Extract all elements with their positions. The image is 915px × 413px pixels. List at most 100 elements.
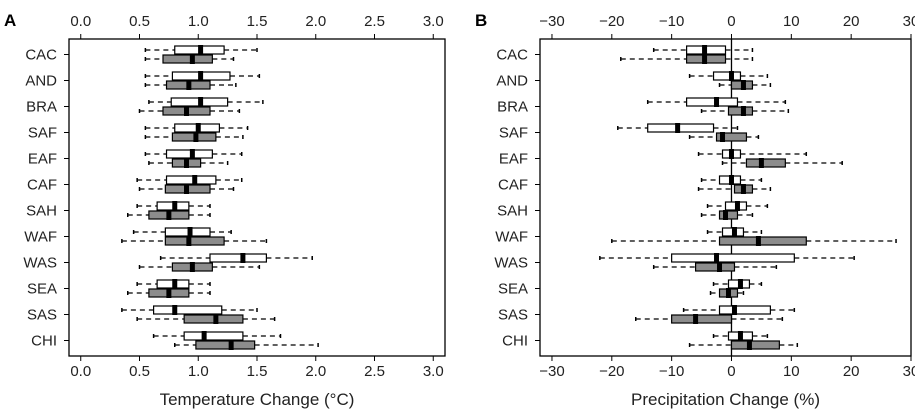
median-marker — [240, 253, 246, 263]
box-WAF-series-1 — [706, 227, 763, 237]
category-label: EAF — [499, 151, 528, 168]
median-marker — [746, 340, 752, 350]
box-iqr — [686, 97, 739, 107]
box-CAC-series-2 — [620, 54, 754, 64]
box-SAH-series-2 — [700, 210, 754, 220]
category-label: SAF — [28, 125, 57, 142]
x-tick-label-top: 1.5 — [247, 13, 268, 30]
median-marker — [758, 158, 764, 168]
x-tick-label-bottom: −30 — [539, 363, 564, 380]
median-marker — [186, 236, 192, 246]
x-tick-label-top: 1.0 — [188, 13, 209, 30]
box-iqr — [745, 158, 786, 168]
median-marker — [172, 305, 178, 315]
box-WAS-series-1 — [599, 253, 855, 263]
x-tick-label-bottom: −20 — [599, 363, 624, 380]
median-marker — [702, 54, 708, 64]
box-BRA-series-2 — [138, 106, 241, 116]
category-label: SAH — [26, 203, 57, 220]
median-marker — [737, 279, 743, 289]
median-marker — [731, 305, 737, 315]
box-iqr — [694, 262, 736, 272]
x-tick-label-bottom: 3.0 — [423, 363, 444, 380]
box-CAC-series-2 — [144, 54, 235, 64]
box-EAF-series-1 — [144, 149, 243, 159]
category-label: BRA — [26, 99, 57, 116]
median-marker — [228, 340, 234, 350]
category-label: SEA — [27, 281, 57, 298]
box-iqr — [209, 253, 268, 263]
median-marker — [192, 175, 198, 185]
x-tick-label-bottom: 10 — [783, 363, 800, 380]
median-marker — [725, 288, 731, 298]
category-label: SAH — [497, 203, 528, 220]
box-iqr — [718, 305, 771, 315]
median-marker — [172, 279, 178, 289]
box-EAF-series-2 — [721, 158, 843, 168]
box-CAF-series-2 — [697, 184, 772, 194]
box-SEA-series-2 — [709, 288, 745, 298]
box-iqr — [165, 149, 213, 159]
box-iqr — [671, 253, 795, 263]
x-tick-label-top: 20 — [843, 13, 860, 30]
median-marker — [723, 210, 728, 220]
box-AND-series-1 — [688, 71, 769, 81]
box-CAF-series-1 — [136, 175, 243, 185]
box-SAH-series-1 — [706, 201, 769, 211]
box-AND-series-1 — [144, 71, 261, 81]
box-WAS-series-2 — [652, 262, 778, 272]
x-tick-label-top: 2.5 — [364, 13, 385, 30]
box-CHI-series-1 — [152, 331, 282, 341]
x-tick-label-bottom: 30 — [903, 363, 915, 380]
x-tick-label-bottom: 1.5 — [247, 363, 268, 380]
x-tick-label-top: −20 — [599, 13, 624, 30]
category-label: CAF — [498, 177, 528, 194]
box-CAC-series-1 — [652, 45, 754, 55]
category-label: WAF — [24, 229, 57, 246]
box-iqr — [195, 340, 256, 350]
x-tick-label-top: 0.5 — [129, 13, 150, 30]
box-CAF-series-2 — [138, 184, 235, 194]
box-SAS-series-1 — [121, 305, 258, 315]
box-SAS-series-1 — [682, 305, 796, 315]
median-marker — [728, 149, 734, 159]
median-marker — [693, 314, 699, 324]
category-label: SAS — [498, 307, 528, 324]
category-label: WAF — [495, 229, 528, 246]
median-marker — [201, 331, 207, 341]
median-marker — [702, 45, 708, 55]
box-SAS-series-2 — [136, 314, 276, 324]
x-axis-title: Temperature Change (°C) — [160, 390, 355, 409]
box-EAF-series-1 — [697, 149, 808, 159]
median-marker — [720, 132, 726, 142]
box-CHI-series-1 — [712, 331, 769, 341]
x-tick-label-bottom: 1.0 — [188, 363, 209, 380]
box-iqr — [727, 106, 754, 116]
x-tick-label-bottom: 2.5 — [364, 363, 385, 380]
x-tick-label-top: 30 — [903, 13, 915, 30]
x-tick-label-bottom: 0.0 — [70, 363, 91, 380]
box-iqr — [715, 132, 748, 142]
category-label: BRA — [497, 99, 528, 116]
panel-A: 0.0 0.0 0.5 0.5 1.0 1.0 1.5 1.5 2.0 2.0 2.5 2.5 3.0 3… — [4, 11, 446, 409]
box-iqr — [162, 54, 213, 64]
box-SAF-series-1 — [144, 123, 249, 133]
box-CHI-series-2 — [688, 340, 799, 350]
median-marker — [189, 262, 195, 272]
median-marker — [714, 97, 720, 107]
box-iqr — [712, 71, 742, 81]
category-label: SEA — [498, 281, 528, 298]
box-SAH-series-2 — [127, 210, 211, 220]
category-label: CAC — [25, 47, 57, 64]
x-tick-label-bottom: 0 — [727, 363, 735, 380]
box-AND-series-2 — [718, 80, 772, 90]
x-tick-label-top: 3.0 — [423, 13, 444, 30]
median-marker — [184, 158, 189, 168]
median-marker — [740, 106, 746, 116]
box-iqr — [165, 175, 217, 185]
median-marker — [198, 97, 204, 107]
box-WAF-series-1 — [132, 227, 232, 237]
box-BRA-series-1 — [148, 97, 264, 107]
median-marker — [740, 184, 746, 194]
